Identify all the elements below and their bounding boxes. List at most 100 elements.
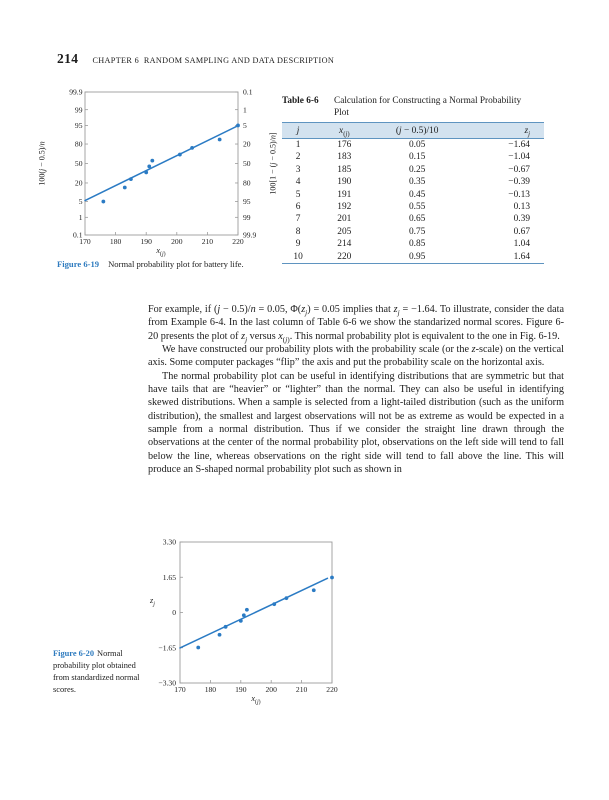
tick-label: 180 [205, 685, 217, 694]
tick-label: 220 [232, 237, 244, 246]
table-row: 9 214 0.85 1.04 [282, 238, 544, 250]
tick-label: 95 [243, 197, 251, 206]
table-cell: 6 [295, 202, 301, 213]
tick-label: −3.30 [158, 679, 176, 688]
data-point [330, 575, 334, 580]
tick-label: 5 [243, 121, 247, 130]
tick-label: 210 [202, 237, 214, 246]
table-cell: 0.05 [408, 140, 426, 150]
figure-6-19-caption: Figure 6-19 Normal probability plot for b… [57, 259, 387, 269]
table-cell: 0.65 [408, 214, 426, 225]
table-cell: 0.45 [408, 189, 426, 200]
column-header: x(j) [339, 125, 350, 138]
column-header: (j − 0.5)/10 [395, 125, 439, 136]
table-row: 8 205 0.75 0.67 [282, 226, 544, 238]
tick-label: 210 [296, 685, 308, 694]
tick-label: 170 [174, 685, 186, 694]
data-point [217, 137, 222, 142]
figure-6-19-caption-text: Normal probability plot for battery life… [108, 259, 244, 269]
table-cell: 0.35 [408, 177, 426, 188]
table-cell: 0.39 [513, 214, 530, 225]
table-cell: 0.75 [408, 226, 426, 237]
table-cell: 10 [293, 251, 303, 262]
data-point [129, 177, 133, 182]
column-header: zj [524, 125, 530, 138]
column-header: j [296, 125, 300, 136]
fig19-x-axis-label: x(j) [156, 246, 166, 258]
tick-label: 1 [243, 105, 247, 114]
table-cell: 9 [295, 239, 301, 250]
page-number: 214 [57, 51, 79, 66]
table-cell: 7 [295, 214, 301, 225]
tick-label: 20 [243, 140, 251, 149]
figure-6-20: 170 180 190 200 210 220 3.30 1.65 0 −1.65 −3.30 zj… [148, 534, 358, 714]
table-cell: 0.13 [513, 202, 530, 213]
table-6-6-label: Table 6-6 [282, 96, 319, 106]
tick-label: 80 [243, 179, 251, 188]
table-row: 10 220 0.95 1.64 [282, 251, 544, 264]
data-point [223, 624, 228, 629]
table-cell: 1 [295, 140, 301, 150]
tick-label: 5 [79, 197, 83, 206]
page-header: 214 CHAPTER 6 RANDOM SAMPLING AND DATA D… [57, 51, 334, 67]
table-cell: 3 [295, 164, 301, 175]
figure-6-19: 170 180 190 200 210 220 0.1 99.9 1 99 5 95 20 80 50 50 8… [28, 82, 308, 272]
fig20-x-axis-label: x(j) [251, 694, 261, 706]
table-row: 6 192 0.55 0.13 [282, 201, 544, 213]
table-cell: −0.67 [508, 164, 530, 175]
table-cell: 8 [295, 226, 301, 237]
tick-label: −1.65 [158, 643, 176, 652]
table-cell: 191 [337, 189, 352, 200]
data-point [217, 632, 222, 637]
table-cell: 220 [337, 251, 352, 262]
table-cell: 0.95 [408, 251, 426, 262]
table-cell: 0.67 [513, 226, 530, 237]
table-cell: 1.04 [513, 239, 530, 250]
data-point [311, 588, 316, 593]
table-cell: 205 [337, 226, 352, 237]
table-cell: 0.85 [408, 239, 426, 250]
figure-6-20-caption-text: Normal probability plot obtained from st… [53, 649, 140, 694]
table-cell: 201 [337, 214, 352, 225]
table-cell: 0.25 [408, 164, 426, 175]
table-cell: 183 [337, 152, 352, 163]
tick-label: 99.9 [243, 231, 256, 240]
table-cell: 214 [337, 239, 352, 250]
tick-label: 95 [75, 121, 83, 130]
table-row: 2 183 0.15 −1.04 [282, 151, 544, 163]
table-cell: 5 [295, 189, 301, 200]
data-point [190, 145, 195, 150]
figure-6-20-caption: Figure 6-20 Normal probability plot obtai… [53, 648, 148, 696]
tick-label: 99.9 [69, 88, 82, 97]
table-6-6: Table 6-6 Calculation for Constructing a… [282, 96, 544, 265]
figure-6-19-label: Figure 6-19 [57, 259, 100, 269]
table-row: 1 176 0.05 −1.64 [282, 139, 544, 152]
table-row: 5 191 0.45 −0.13 [282, 189, 544, 201]
fig20-chart: 170 180 190 200 210 220 3.30 1.65 0 −1.65 −3.30 [158, 538, 337, 694]
tick-label: 1.65 [163, 573, 176, 582]
tick-label: 170 [79, 237, 91, 246]
tick-label: 0.1 [73, 231, 83, 240]
data-point [144, 170, 149, 175]
paragraph: The normal probability plot can be usefu… [148, 370, 564, 476]
table-row: 7 201 0.65 0.39 [282, 213, 544, 225]
table-cell: 2 [295, 152, 301, 163]
fit-line [84, 125, 238, 202]
data-point [147, 164, 152, 169]
tick-label: 190 [235, 685, 247, 694]
fig19-y-axis-label-left: 100(j − 0.5)/n [37, 141, 47, 186]
table-header: j x(j) (j − 0.5)/10 zj [282, 122, 544, 139]
data-point [244, 607, 249, 612]
table-row: 3 185 0.25 −0.67 [282, 164, 544, 176]
table-cell: 4 [295, 177, 301, 188]
fig20-y-axis-label: zj [150, 596, 155, 608]
tick-label: 0 [172, 608, 176, 617]
tick-label: 1 [79, 213, 83, 222]
data-point [272, 602, 277, 607]
table-row: 4 190 0.35 −0.39 [282, 176, 544, 188]
tick-label: 190 [141, 237, 153, 246]
data-point [196, 645, 201, 650]
table-cell: −0.39 [508, 177, 530, 188]
table-cell: 0.55 [408, 202, 426, 213]
